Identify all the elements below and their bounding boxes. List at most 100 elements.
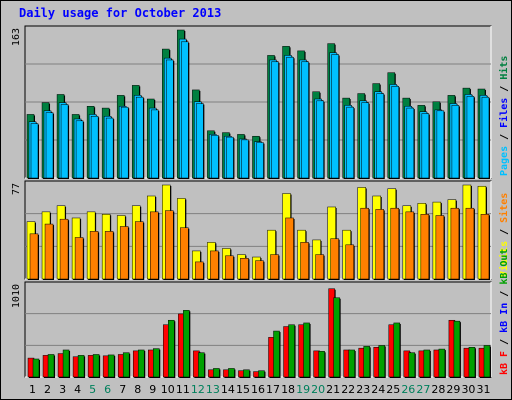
bar-sites-8 — [134, 221, 144, 280]
x-tick-label: 13 — [206, 383, 220, 396]
bar-pages-20 — [316, 100, 324, 179]
legend-part: Pages — [499, 146, 510, 176]
x-tick-label: 22 — [341, 383, 355, 396]
bar-kb_out-24 — [378, 345, 385, 378]
bar-sites-3 — [59, 218, 69, 280]
bar-kb_out-23 — [363, 346, 370, 378]
bar-kb_out-20 — [318, 351, 325, 378]
bar-kb_out-22 — [348, 349, 355, 378]
x-tick-label: 23 — [356, 383, 370, 396]
bar-sites-7 — [119, 226, 129, 280]
legend-part: kB Out — [499, 249, 510, 285]
bar-sites-18 — [285, 217, 294, 280]
legend-part: / — [499, 285, 510, 303]
bar-sites-10 — [165, 210, 174, 280]
bar-pages-18 — [286, 56, 294, 179]
bar-pages-17 — [271, 61, 279, 179]
bar-pages-23 — [361, 102, 369, 179]
bar-kb_out-30 — [468, 347, 476, 378]
bar-kb_out-21 — [333, 297, 340, 378]
x-tick-label: 27 — [416, 383, 430, 396]
bar-pages-21 — [331, 54, 339, 179]
legend-part: Files — [498, 98, 510, 128]
x-tick-label: 28 — [431, 383, 445, 396]
x-tick-label: 20 — [311, 383, 325, 396]
bar-kb_out-11 — [183, 310, 190, 378]
bar-kb_out-2 — [47, 354, 55, 378]
bar-sites-28 — [435, 215, 445, 280]
bar-kb_out-4 — [77, 355, 85, 378]
bar-pages-15 — [241, 139, 249, 179]
bar-kb_out-1 — [32, 358, 40, 378]
legend-visits_sites: Visits / Sites — [498, 193, 510, 277]
bar-pages-7 — [120, 106, 129, 179]
x-tick-label: 19 — [296, 383, 310, 396]
x-tick-label: 25 — [386, 383, 400, 396]
bar-kb_out-12 — [198, 352, 205, 378]
x-tick-label: 2 — [44, 383, 51, 396]
x-tick-label: 18 — [281, 383, 295, 396]
bar-sites-13 — [210, 250, 219, 280]
bar-pages-26 — [406, 107, 415, 179]
bar-pages-30 — [466, 96, 475, 179]
bar-sites-21 — [330, 238, 339, 280]
bar-kb_out-8 — [137, 349, 145, 378]
chart-title: Daily usage for October 2013 — [19, 6, 222, 20]
bar-kb_out-17 — [273, 330, 280, 378]
x-tick-label: 17 — [266, 383, 280, 396]
bar-kb_out-28 — [438, 348, 446, 378]
bar-pages-12 — [196, 103, 204, 179]
bar-sites-11 — [180, 227, 189, 280]
bar-kb_out-18 — [288, 324, 295, 378]
legend-part: kB In — [499, 303, 510, 333]
x-tick-label: 1 — [29, 383, 36, 396]
bar-kb_out-26 — [408, 352, 416, 378]
bar-sites-14 — [225, 255, 234, 280]
legend-part: / — [499, 80, 510, 98]
bar-sites-24 — [375, 209, 384, 280]
bar-sites-17 — [270, 254, 279, 280]
bar-sites-6 — [104, 231, 114, 280]
legend-part: / — [499, 333, 510, 351]
bar-pages-1 — [30, 123, 39, 179]
bar-pages-6 — [105, 117, 114, 179]
x-tick-label: 15 — [236, 383, 250, 396]
bar-pages-2 — [45, 112, 54, 179]
bar-kb_out-7 — [122, 352, 130, 378]
bar-sites-15 — [240, 257, 249, 280]
bar-pages-19 — [301, 61, 309, 179]
bar-kb_out-16 — [258, 370, 265, 378]
bar-sites-20 — [315, 254, 324, 280]
bar-sites-2 — [44, 223, 54, 280]
x-tick-label: 8 — [134, 383, 141, 396]
x-tick-label: 12 — [191, 383, 205, 396]
legend-part: / — [499, 128, 510, 146]
bar-sites-16 — [255, 260, 264, 280]
legend-part: kB F — [499, 351, 510, 375]
bar-pages-29 — [451, 105, 460, 179]
x-tick-label: 31 — [476, 383, 490, 396]
bar-kb_out-5 — [92, 354, 100, 378]
bar-kb_out-15 — [243, 369, 250, 378]
bar-pages-8 — [135, 96, 144, 179]
x-tick-label: 29 — [446, 383, 460, 396]
bar-pages-31 — [481, 96, 490, 179]
bar-sites-30 — [465, 207, 475, 280]
bar-pages-27 — [421, 113, 430, 179]
x-tick-label: 5 — [89, 383, 96, 396]
x-tick-label: 24 — [371, 383, 385, 396]
x-tick-label: 16 — [251, 383, 265, 396]
bar-sites-26 — [405, 211, 415, 280]
x-tick-label: 14 — [221, 383, 235, 396]
bar-pages-14 — [226, 136, 234, 179]
bar-kb_out-27 — [423, 349, 431, 378]
legend-part: / — [499, 223, 510, 241]
bar-sites-27 — [420, 214, 430, 280]
bar-sites-4 — [74, 237, 84, 280]
legend-part: Hits — [498, 56, 510, 80]
bar-pages-9 — [151, 109, 159, 179]
bar-pages-10 — [166, 59, 174, 179]
bar-sites-12 — [195, 261, 204, 280]
legend-kbytes: kB F / kB In / kB Out — [499, 249, 510, 375]
